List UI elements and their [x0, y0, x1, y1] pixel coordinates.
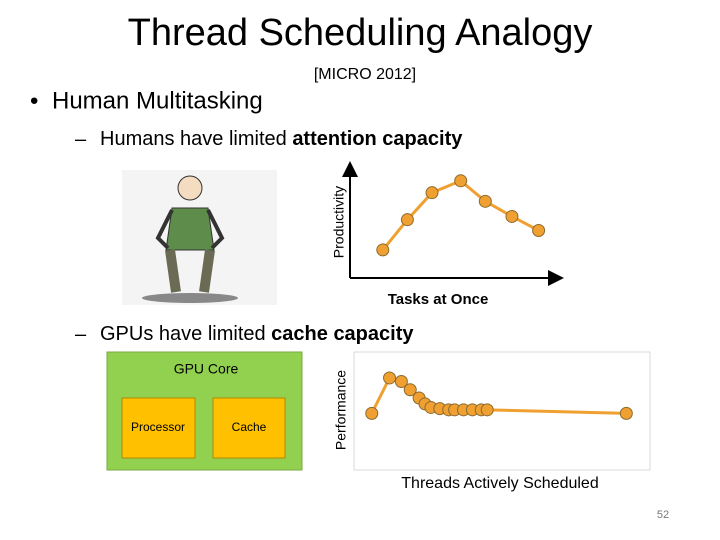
sub-bullet-text: GPUs have limited [100, 323, 271, 345]
slide-title: Thread Scheduling Analogy [128, 12, 593, 54]
data-point [365, 406, 379, 420]
data-point [376, 243, 390, 257]
bullet: Human Multitasking [52, 87, 263, 114]
head [177, 175, 203, 201]
legs [165, 249, 215, 293]
dash: – [75, 323, 87, 345]
x-axis-label: Threads Actively Scheduled [401, 475, 598, 492]
data-point [619, 406, 633, 420]
dash: – [75, 128, 87, 150]
shadow [142, 293, 238, 303]
data-point [400, 213, 414, 227]
data-point [505, 209, 519, 223]
sub-bullet-bold: attention capacity [292, 128, 463, 150]
vest [165, 207, 215, 251]
data-point [425, 186, 439, 200]
data-point [394, 375, 408, 388]
sub-bullet-text: Humans have limited [100, 128, 292, 150]
plot-frame [353, 351, 651, 471]
bullet-dot: • [30, 87, 38, 114]
data-point [532, 223, 546, 237]
processor-box [121, 397, 196, 459]
gpu-core-label: GPU Core [174, 361, 239, 377]
data-point [454, 174, 468, 188]
data-point [383, 371, 397, 385]
cache-label: Cache [232, 420, 267, 434]
sub-bullet-bold: cache capacity [271, 323, 414, 345]
data-point [403, 383, 417, 397]
arms [155, 209, 225, 250]
sub-bullet: GPUs have limited cache capacity [100, 323, 414, 345]
human-figure [122, 170, 277, 305]
sub-bullet: Humans have limited attention capacity [100, 128, 463, 150]
y-axis-label: Performance [333, 370, 349, 450]
citation: [MICRO 2012] [314, 66, 416, 83]
processor-label: Processor [131, 420, 185, 434]
x-axis-label: Tasks at Once [388, 291, 489, 308]
data-point [480, 403, 494, 417]
cache-box [212, 397, 286, 459]
page-number: 52 [657, 509, 669, 521]
data-point [478, 194, 492, 208]
y-axis-label: Productivity [331, 186, 347, 258]
